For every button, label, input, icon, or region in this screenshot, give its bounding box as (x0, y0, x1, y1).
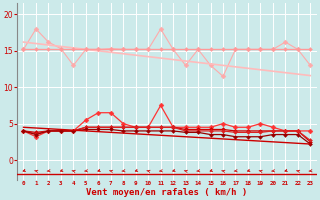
X-axis label: Vent moyen/en rafales ( km/h ): Vent moyen/en rafales ( km/h ) (86, 188, 248, 197)
